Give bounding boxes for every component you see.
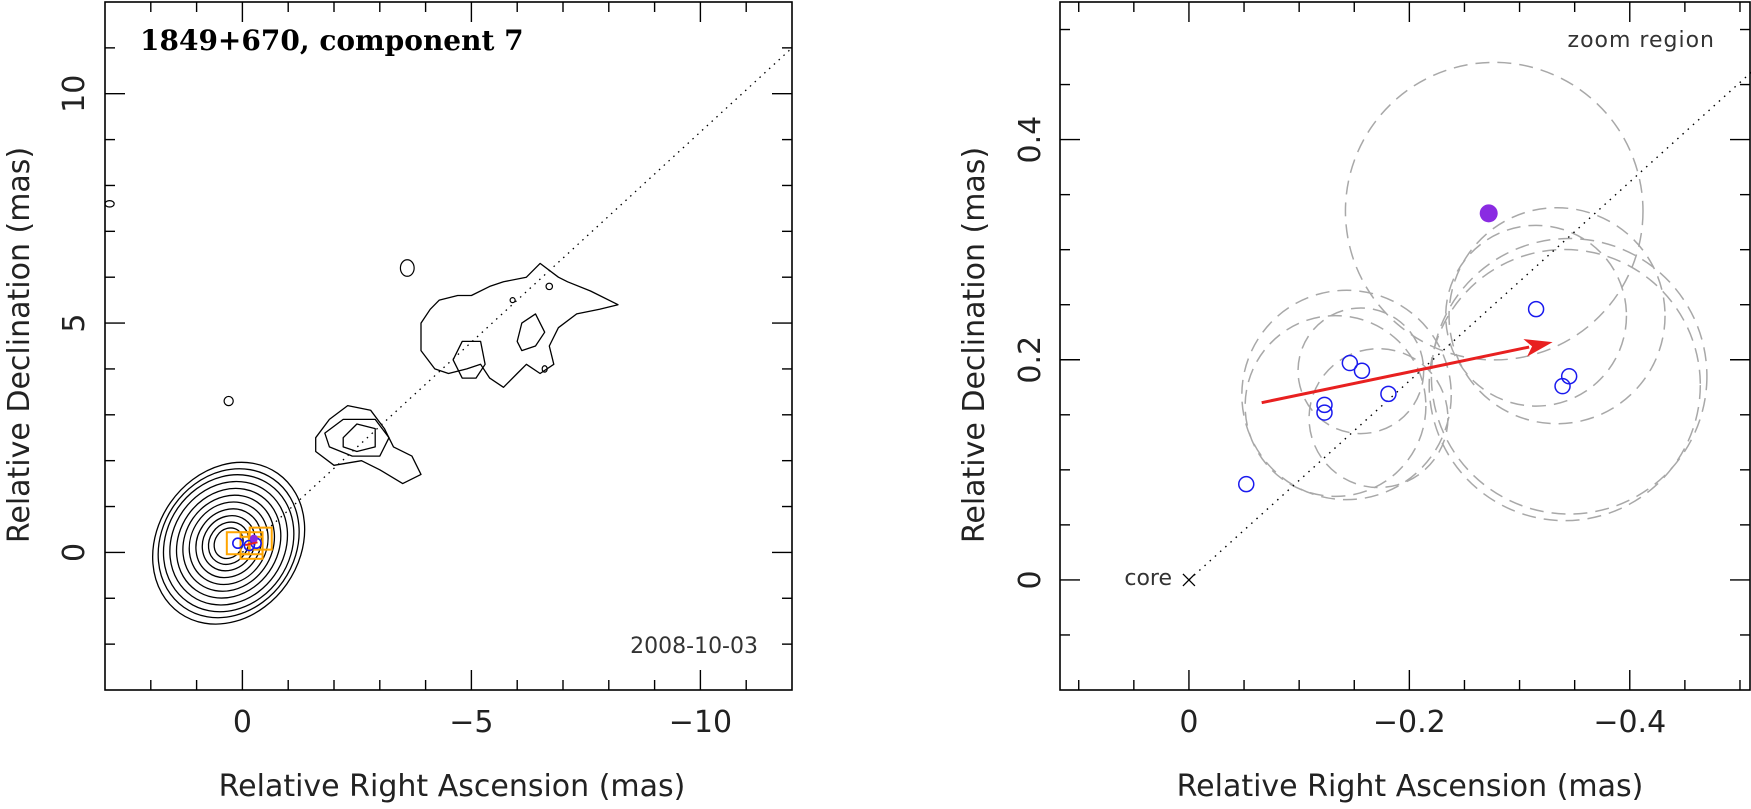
position-point-8 — [1560, 368, 1578, 385]
left-panel-title: 1849+670, component 7 — [140, 24, 524, 57]
core-contours — [152, 461, 306, 625]
right-y-tick-label: 0.4 — [1013, 116, 1048, 164]
right-x-axis-label: Relative Right Ascension (mas) — [1177, 769, 1644, 804]
left-panel-map: 0 −5 −10 0 5 10 1849+670, component 7 2008-10… — [2, 1, 793, 804]
left-x-axis-label: Relative Right Ascension (mas) — [219, 769, 686, 804]
jet-contour-6 — [516, 313, 546, 352]
core-label: core — [1124, 566, 1172, 591]
core-contour-1 — [157, 468, 300, 619]
purple-point-marker — [249, 534, 258, 543]
component-markers — [225, 526, 273, 560]
core-contour-3 — [169, 480, 289, 606]
uncertainty-circle-1 — [1241, 289, 1452, 501]
purple-position-point — [1479, 204, 1498, 223]
reference-line-zoom — [1188, 71, 1751, 581]
core-contour-2 — [162, 474, 295, 613]
core-contour-5 — [182, 494, 276, 592]
right-y-tick-label: 0.2 — [1013, 336, 1048, 384]
jet-contour-5 — [452, 340, 486, 379]
uncertainty-circle-7 — [1428, 248, 1702, 522]
trend-arrow — [1261, 339, 1553, 405]
uncertainty-circles — [1241, 61, 1708, 522]
contour-blob-9 — [223, 395, 234, 407]
position-point-6 — [1527, 300, 1545, 318]
right-y-axis-label: Relative Declination (mas) — [957, 147, 992, 543]
position-point-1 — [1316, 396, 1333, 414]
left-x-tick-label: −5 — [449, 705, 493, 740]
left-x-tick-label: 0 — [233, 705, 252, 740]
jet-contour-1 — [315, 404, 422, 485]
position-point-3 — [1341, 354, 1359, 372]
right-plot-frame — [1059, 1, 1751, 691]
right-x-tick-label: −0.4 — [1593, 705, 1666, 740]
uncertainty-circle-4 — [1344, 61, 1644, 361]
blue-circle-marker-0 — [232, 537, 244, 550]
left-y-tick-label: 10 — [57, 75, 92, 113]
position-point-0 — [1238, 475, 1255, 493]
uncertainty-circle-6 — [1448, 206, 1666, 425]
orange-square-marker-2 — [248, 526, 273, 551]
core-contour-8 — [201, 515, 256, 572]
right-x-tick-label: 0 — [1179, 705, 1198, 740]
position-point-4 — [1353, 362, 1371, 380]
jet-axis-line — [241, 47, 793, 553]
core-marker — [1182, 573, 1196, 587]
right-x-tick-label: −0.2 — [1373, 705, 1446, 740]
core-contour-0 — [152, 461, 306, 625]
reference-line — [241, 47, 793, 553]
jet-contour-2 — [324, 418, 390, 457]
left-x-tick-label: −10 — [669, 705, 732, 740]
trend-arrow-shaft — [1261, 345, 1530, 405]
position-points — [1182, 204, 1578, 587]
right-panel-zoom: 0 −0.2 −0.4 0 0.2 0.4 zoom region core Relati… — [957, 1, 1751, 804]
jet-contour-4 — [420, 262, 619, 388]
uncertainty-circle-3 — [1297, 307, 1425, 435]
contour-blob-11 — [509, 297, 516, 304]
red-arrow-marker — [244, 541, 258, 547]
contour-blob-12 — [541, 365, 548, 373]
blue-circle-marker-1 — [243, 539, 256, 552]
uncertainty-circle-8 — [1430, 237, 1708, 515]
zoom-region-label: zoom region — [1568, 28, 1715, 53]
trend-arrow-head — [1523, 339, 1553, 357]
contour-map — [104, 200, 619, 625]
jet-axis-line-zoom — [1188, 71, 1751, 581]
core-contour-4 — [175, 487, 282, 599]
contour-blob-10 — [545, 282, 554, 291]
jet-contour-3 — [342, 423, 376, 453]
core-contour-6 — [188, 501, 269, 586]
position-point-2 — [1316, 404, 1333, 421]
contour-blob-8 — [104, 200, 115, 208]
position-point-5 — [1380, 385, 1397, 403]
contour-blob-7 — [399, 259, 415, 277]
left-y-tick-label: 5 — [57, 314, 92, 333]
uncertainty-circle-5 — [1444, 224, 1628, 407]
right-y-tick-label: 0 — [1013, 570, 1048, 589]
left-y-axis-label: Relative Declination (mas) — [2, 147, 37, 543]
left-plot-frame — [104, 1, 793, 691]
epoch-label: 2008-10-03 — [630, 634, 758, 659]
core-contour-7 — [195, 508, 263, 579]
right-axes: 0 −0.2 −0.4 0 0.2 0.4 — [1013, 1, 1751, 740]
left-axes: 0 −5 −10 0 5 10 — [57, 1, 793, 740]
uncertainty-circle-0 — [1244, 314, 1427, 498]
left-y-tick-label: 0 — [57, 543, 92, 562]
